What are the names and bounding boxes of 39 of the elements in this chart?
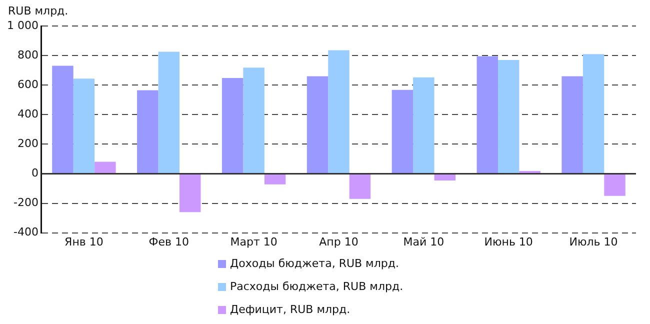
- x-tick-label: Фев 10: [148, 235, 189, 248]
- x-tick-label: Апр 10: [319, 235, 358, 248]
- bar: [264, 174, 286, 184]
- legend-label: Дефицит, RUB млрд.: [230, 303, 350, 316]
- bar: [243, 68, 264, 174]
- bar: [498, 60, 520, 174]
- bar: [222, 78, 244, 174]
- y-axis-title: RUB млрд.: [8, 4, 68, 18]
- bar: [392, 90, 414, 174]
- x-tick-label: Июль 10: [569, 235, 618, 248]
- bar: [434, 174, 456, 181]
- x-tick-label: Май 10: [403, 235, 444, 248]
- y-tick-label: 600: [17, 78, 38, 91]
- y-tick-label: 0: [31, 166, 38, 180]
- bar: [158, 52, 180, 174]
- bar: [582, 54, 604, 174]
- x-tick-label: Июнь 10: [484, 235, 533, 248]
- bar: [306, 76, 328, 174]
- y-tick-label: -400: [14, 226, 38, 239]
- bar: [94, 162, 116, 174]
- y-tick-label: 400: [17, 107, 38, 120]
- legend-label: Доходы бюджета, RUB млрд.: [230, 257, 399, 270]
- y-tick-label: 1 000: [6, 18, 38, 32]
- bar: [349, 174, 371, 199]
- bar: [604, 174, 626, 196]
- y-tick-label: -200: [14, 196, 38, 210]
- y-tick-label: 800: [17, 48, 38, 62]
- bar: [180, 174, 201, 212]
- bar: [52, 66, 74, 174]
- bar: [137, 90, 158, 174]
- legend-label: Расходы бюджета, RUB млрд.: [230, 280, 404, 293]
- x-tick-label: Янв 10: [64, 235, 104, 248]
- bar: [476, 56, 498, 174]
- x-tick-label: Март 10: [230, 235, 278, 248]
- bar: [562, 76, 583, 174]
- y-tick-label: 200: [17, 137, 38, 150]
- bar: [328, 50, 350, 174]
- bar: [413, 77, 434, 174]
- bar: [73, 78, 95, 174]
